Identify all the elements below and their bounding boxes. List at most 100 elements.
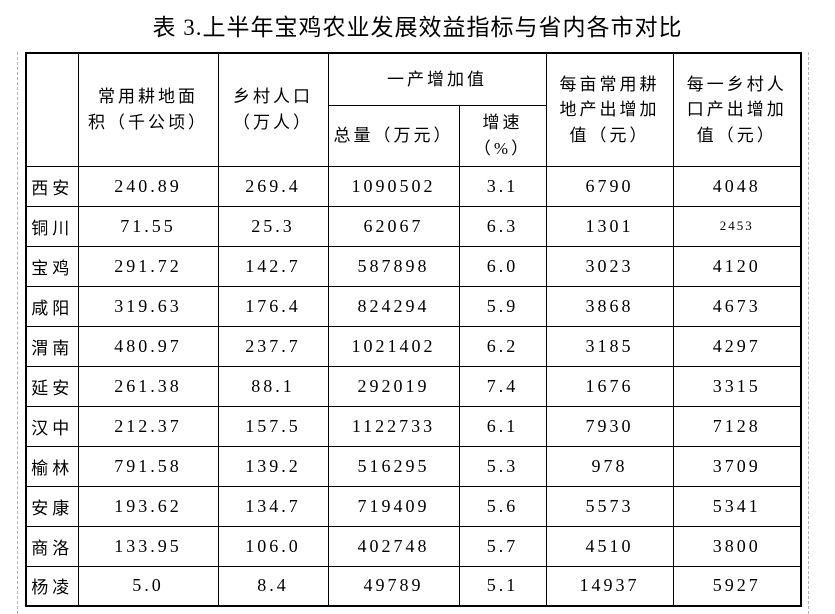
header-output-per-rural-capita: 每一乡村人 口产出增加 值（元）: [672, 52, 802, 167]
row-label-city: 商洛: [25, 525, 79, 567]
cell-growth: 6.1: [458, 405, 547, 447]
table-row: 榆林 791.58 139.2 516295 5.3 978 3709: [25, 445, 802, 487]
cell-growth: 6.0: [458, 245, 547, 287]
header-growth-rate: 增速 （%）: [458, 104, 547, 167]
cell-rural-pop: 237.7: [217, 325, 329, 367]
header-primary-industry-added-value: 一产增加值: [327, 52, 547, 106]
cell-per-mu: 5573: [545, 485, 674, 527]
cell-per-mu: 7930: [545, 405, 674, 447]
cell-land-area: 291.72: [77, 245, 219, 287]
cell-per-capita: 7128: [672, 405, 802, 447]
cell-rural-pop: 134.7: [217, 485, 329, 527]
table-row: 咸阳 319.63 176.4 824294 5.9 3868 4673: [25, 285, 802, 327]
cell-growth: 6.2: [458, 325, 547, 367]
cell-land-area: 5.0: [77, 565, 219, 607]
cell-per-capita: 4048: [672, 165, 802, 207]
cell-per-mu: 4510: [545, 525, 674, 567]
cell-per-capita: 5341: [672, 485, 802, 527]
table-row: 商洛 133.95 106.0 402748 5.7 4510 3800: [25, 525, 802, 567]
header-land-area: 常用耕地面 积（千公顷）: [77, 52, 219, 167]
cell-rural-pop: 25.3: [217, 205, 329, 247]
cell-per-capita: 4673: [672, 285, 802, 327]
cell-rural-pop: 106.0: [217, 525, 329, 567]
cell-growth: 5.7: [458, 525, 547, 567]
header-output-per-mu: 每亩常用耕 地产出增加 值（元）: [545, 52, 674, 167]
cell-rural-pop: 157.5: [217, 405, 329, 447]
header-row-sub: 总量（万元） 增速 （%）: [26, 104, 801, 167]
header-output-total: 总量（万元）: [327, 104, 460, 167]
cell-per-capita: 3315: [672, 365, 802, 407]
cell-per-mu: 3023: [545, 245, 674, 287]
row-label-city: 延安: [25, 365, 79, 407]
cell-growth: 5.3: [458, 445, 547, 487]
cell-output-total: 402748: [327, 525, 460, 567]
cell-land-area: 193.62: [77, 485, 219, 527]
cell-output-total: 587898: [327, 245, 460, 287]
cell-rural-pop: 142.7: [217, 245, 329, 287]
cell-output-total: 1021402: [327, 325, 460, 367]
table-header: 常用耕地面 积（千公顷） 乡村人口 （万人） 一产增加值 每亩常用耕 地产出增加…: [25, 52, 802, 167]
row-label-city: 杨凌: [25, 565, 79, 607]
table-row: 延安 261.38 88.1 292019 7.4 1676 3315: [25, 365, 802, 407]
row-label-city: 榆林: [25, 445, 79, 487]
cell-land-area: 480.97: [77, 325, 219, 367]
cell-land-area: 261.38: [77, 365, 219, 407]
cell-output-total: 516295: [327, 445, 460, 487]
cell-land-area: 212.37: [77, 405, 219, 447]
cell-rural-pop: 269.4: [217, 165, 329, 207]
city-comparison-table: 常用耕地面 积（千公顷） 乡村人口 （万人） 一产增加值 每亩常用耕 地产出增加…: [25, 52, 802, 607]
cell-growth: 7.4: [458, 365, 547, 407]
table-row: 宝鸡 291.72 142.7 587898 6.0 3023 4120: [25, 245, 802, 287]
page-margin-guide-right: [808, 52, 809, 614]
cell-growth: 6.3: [458, 205, 547, 247]
cell-per-mu: 3868: [545, 285, 674, 327]
cell-output-total: 292019: [327, 365, 460, 407]
table-row: 安康 193.62 134.7 719409 5.6 5573 5341: [25, 485, 802, 527]
table-row: 渭南 480.97 237.7 1021402 6.2 3185 4297: [25, 325, 802, 367]
cell-per-mu: 1676: [545, 365, 674, 407]
cell-growth: 5.1: [458, 565, 547, 607]
row-label-city: 汉中: [25, 405, 79, 447]
cell-per-capita: 3709: [672, 445, 802, 487]
table-title: 表 3.上半年宝鸡农业发展效益指标与省内各市对比: [152, 15, 683, 40]
cell-per-mu: 6790: [545, 165, 674, 207]
cell-land-area: 319.63: [77, 285, 219, 327]
cell-growth: 3.1: [458, 165, 547, 207]
cell-output-total: 719409: [327, 485, 460, 527]
cell-growth: 5.9: [458, 285, 547, 327]
row-label-city: 安康: [25, 485, 79, 527]
cell-land-area: 71.55: [77, 205, 219, 247]
row-label-city: 宝鸡: [25, 245, 79, 287]
table-row: 铜川 71.55 25.3 62067 6.3 1301 2453: [25, 205, 802, 247]
cell-rural-pop: 8.4: [217, 565, 329, 607]
cell-output-total: 1122733: [327, 405, 460, 447]
header-rural-population: 乡村人口 （万人）: [217, 52, 329, 167]
header-row-group: 常用耕地面 积（千公顷） 乡村人口 （万人） 一产增加值 每亩常用耕 地产出增加…: [25, 52, 802, 167]
table-row: 杨凌 5.0 8.4 49789 5.1 14937 5927: [25, 565, 802, 607]
row-label-city: 铜川: [25, 205, 79, 247]
page-margin-guide-left: [17, 52, 18, 614]
cell-growth: 5.6: [458, 485, 547, 527]
table-body: 西安 240.89 269.4 1090502 3.1 6790 4048 铜川 71.55 25…: [25, 165, 802, 607]
table-row: 汉中 212.37 157.5 1122733 6.1 7930 7128: [25, 405, 802, 447]
row-label-city: 咸阳: [25, 285, 79, 327]
cell-land-area: 791.58: [77, 445, 219, 487]
cell-rural-pop: 176.4: [217, 285, 329, 327]
cell-output-total: 1090502: [327, 165, 460, 207]
row-label-city: 西安: [25, 165, 79, 207]
cell-output-total: 824294: [327, 285, 460, 327]
cell-per-mu: 3185: [545, 325, 674, 367]
table-row: 西安 240.89 269.4 1090502 3.1 6790 4048: [25, 165, 802, 207]
row-label-city: 渭南: [25, 325, 79, 367]
cell-land-area: 133.95: [77, 525, 219, 567]
cell-per-mu: 1301: [545, 205, 674, 247]
cell-per-capita: 5927: [672, 565, 802, 607]
cell-per-capita: 4120: [672, 245, 802, 287]
cell-per-capita: 4297: [672, 325, 802, 367]
cell-rural-pop: 88.1: [217, 365, 329, 407]
corner-cell: [25, 52, 79, 167]
cell-output-total: 62067: [327, 205, 460, 247]
cell-land-area: 240.89: [77, 165, 219, 207]
cell-per-capita: 2453: [672, 205, 802, 247]
